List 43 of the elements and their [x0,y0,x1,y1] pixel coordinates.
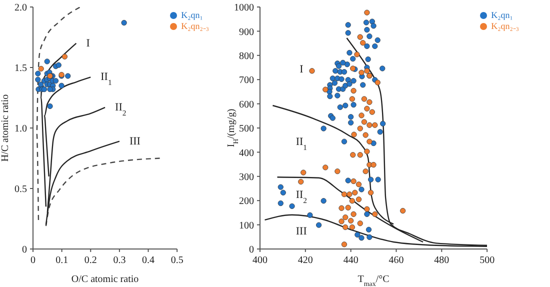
x-tick-label: 0.3 [113,255,126,266]
legend-label: K₂qn₂₋₃ [181,21,209,31]
x-tick-label: 420 [298,255,313,266]
y-tick-label: 0.5 [14,184,27,196]
y-tick-label: 700 [239,75,254,86]
y-tick-label: 100 [239,220,254,232]
y-tick-label: 200 [239,196,254,208]
annotation: III [296,225,308,238]
x-axis-title: T$_{max}$/°C [358,274,390,287]
x-tick-label: 0.5 [170,255,184,266]
y-tick-label: 800 [239,50,254,62]
x-tick-label: 500 [480,255,495,266]
y-tick-label: 0 [22,244,27,256]
x-tick-label: 0.1 [56,255,68,266]
x-tick-label: 0 [30,255,36,266]
x-tick-label: 0.2 [84,255,97,266]
y-tick-label: 0 [249,244,254,256]
x-tick-label: 440 [343,255,358,266]
annotation: II$_{1}$ [296,136,308,152]
y-tick-label: 1.0 [14,124,27,135]
y-tick-label: 1.5 [14,63,27,74]
x-axis-title: O/C atomic ratio [71,274,139,285]
annotation: I [300,63,304,76]
series-label: I [86,37,90,50]
annotation: II$_{2}$ [296,189,308,205]
legend-label: K₂qn₂₋₃ [491,21,519,31]
y-tick-label: 500 [239,124,254,135]
x-tick-label: 400 [252,255,268,266]
y-tick-label: 300 [239,172,254,183]
y-axis-title: H/C atomic ratio [0,94,11,162]
y-tick-label: 400 [239,148,254,159]
y-tick-label: 2.0 [14,2,27,14]
legend-label: K₂qn₁ [181,10,203,20]
x-tick-label: 460 [388,255,404,266]
legend-label: K₂qn₁ [491,10,513,20]
series-label: II$_{1}$ [100,71,112,87]
y-tick-label: 900 [239,26,254,38]
y-tick-label: 1000 [234,2,254,14]
x-tick-label: 480 [434,255,450,266]
series-label: II$_{2}$ [115,101,126,117]
x-tick-label: 0.4 [142,255,155,266]
y-tick-label: 600 [239,99,254,110]
series-label: III [129,135,141,148]
